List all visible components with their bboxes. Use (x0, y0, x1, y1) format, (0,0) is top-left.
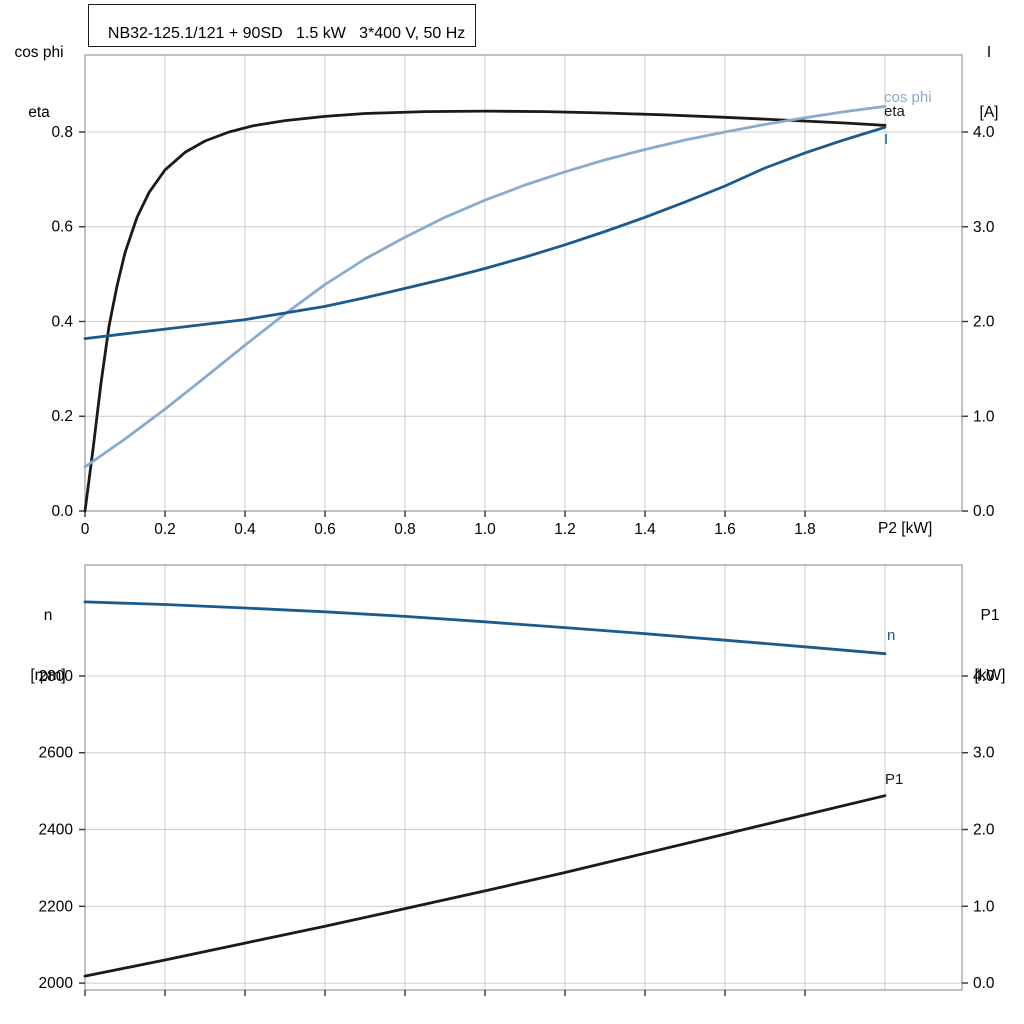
x-tick-label: 1.4 (634, 521, 656, 538)
left-tick-label: 2400 (39, 822, 74, 839)
curve-label-speed-n: n (887, 627, 896, 644)
left-tick-label: 2200 (39, 898, 74, 915)
speed-axis-title-line2: [rpm] (30, 667, 66, 684)
x-tick-label: 1.0 (474, 521, 496, 538)
left-tick-label: 0.4 (51, 313, 73, 330)
left-tick-label: 0.8 (51, 124, 73, 141)
right-axis-title-line2: [A] (979, 104, 999, 121)
left-tick-label: 0.0 (51, 503, 73, 520)
left-tick-label: 2600 (39, 745, 74, 762)
x-tick-label: 0.6 (314, 521, 336, 538)
chart-title: NB32-125.1/121 + 90SD 1.5 kW 3*400 V, 50… (107, 25, 466, 42)
top-right-axis-title: I [A] (960, 3, 1018, 143)
top-left-axis-title: cos phi eta (4, 3, 74, 143)
right-tick-label: 1.0 (973, 898, 995, 915)
x-tick-label: 1.8 (794, 521, 816, 538)
left-tick-label: 2800 (39, 668, 74, 685)
right-tick-label: 2.0 (973, 314, 995, 331)
bottom-right-axis-title: P1 [kW] (960, 566, 1020, 706)
right-tick-label: 0.0 (973, 975, 995, 992)
right-tick-label: 3.0 (973, 745, 995, 762)
right-tick-label: 3.0 (973, 219, 995, 236)
power-axis-title-line1: P1 (980, 607, 1000, 624)
plot-frame (84, 564, 963, 991)
curve-label-cos-phi: cos phi (884, 89, 932, 106)
x-tick-label: 0.4 (234, 521, 256, 538)
right-tick-label: 2.0 (973, 822, 995, 839)
left-axis-title-line1: cos phi (14, 44, 64, 61)
chart-title-box: NB32-125.1/121 + 90SD 1.5 kW 3*400 V, 50… (88, 4, 477, 47)
speed-axis-title-line1: n (43, 607, 53, 624)
series-cos-phi (83, 105, 887, 469)
right-tick-label: 4.0 (973, 668, 995, 685)
series-eta (83, 109, 887, 513)
right-tick-label: 4.0 (973, 124, 995, 141)
series-speed-n (83, 600, 887, 656)
x-tick-label: 0 (81, 521, 90, 538)
x-tick-label: 1.2 (554, 521, 576, 538)
right-axis-title-line1: I (986, 44, 992, 61)
right-tick-label: 1.0 (973, 408, 995, 425)
left-tick-label: 0.2 (51, 408, 73, 425)
x-tick-label: 0.8 (394, 521, 416, 538)
series-current-I (83, 125, 887, 341)
curve-label-eta: eta (884, 103, 905, 120)
left-axis-title-line2: eta (28, 104, 50, 121)
left-tick-label: 2000 (39, 975, 74, 992)
right-tick-label: 0.0 (973, 503, 995, 520)
x-tick-label: 0.2 (154, 521, 176, 538)
x-axis-label: P2 [kW] (878, 520, 933, 537)
plot-frame (84, 54, 963, 512)
bottom-left-axis-title: n [rpm] (14, 566, 82, 706)
x-tick-label: 1.6 (714, 521, 736, 538)
power-axis-title-line2: [kW] (974, 667, 1006, 684)
left-tick-label: 0.6 (51, 219, 73, 236)
series-input-power-P1 (83, 794, 887, 978)
curve-label-input-power-P1: P1 (885, 771, 904, 788)
curve-label-current-I: I (884, 131, 889, 148)
